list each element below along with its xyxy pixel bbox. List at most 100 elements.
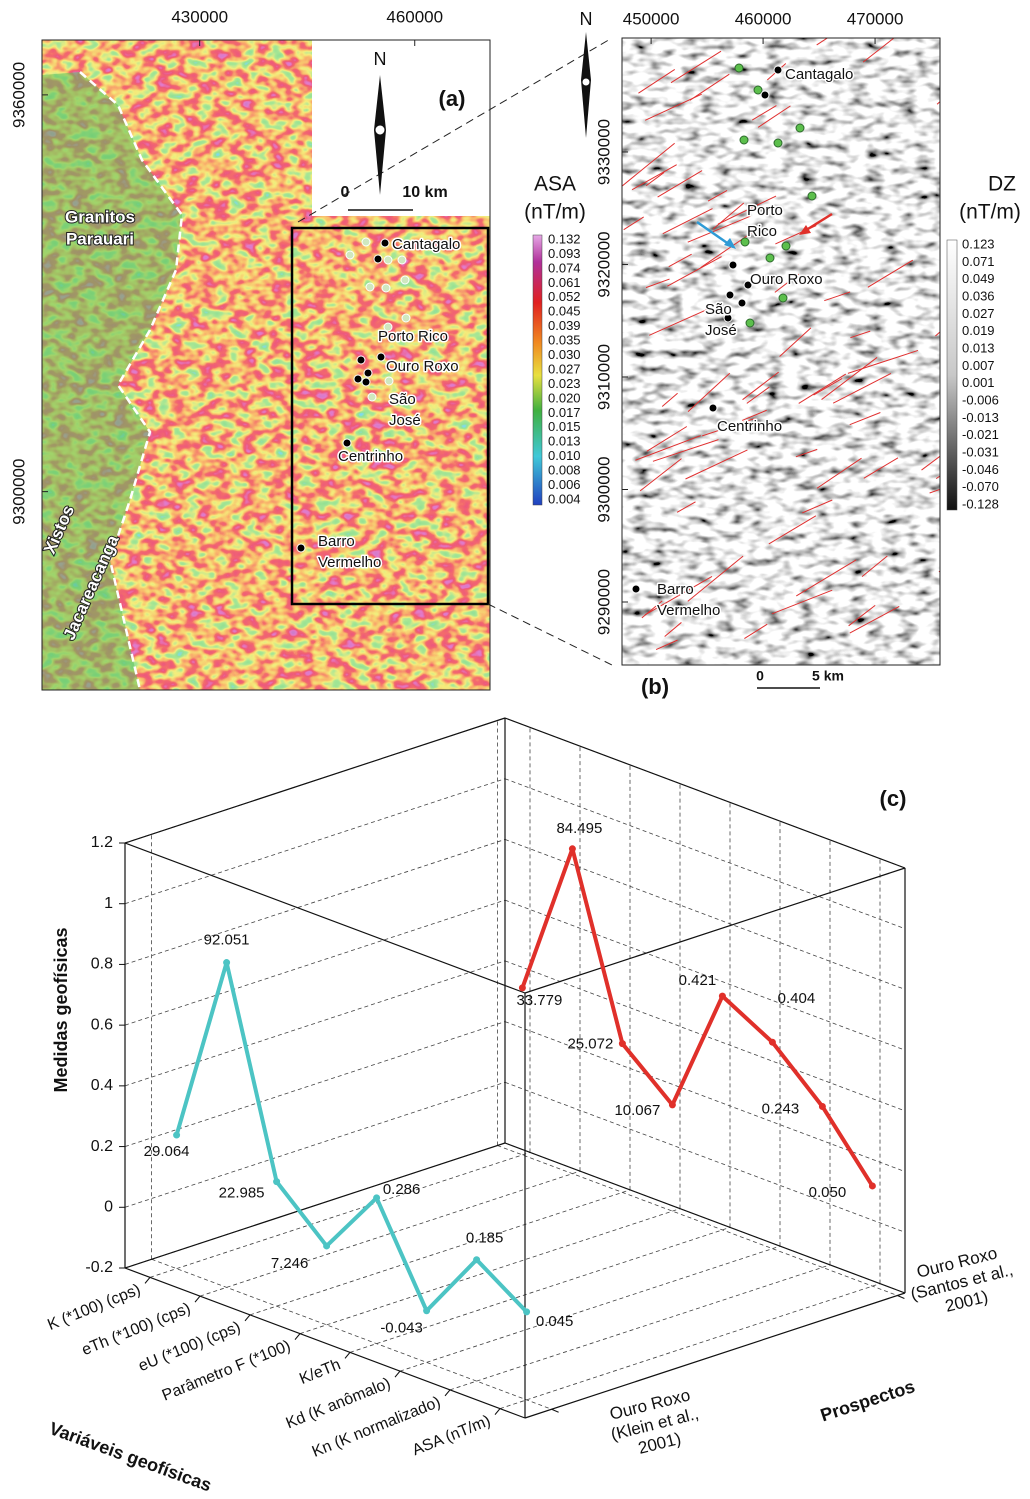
point-annotation: 7.246 xyxy=(271,1255,309,1272)
lineament xyxy=(796,559,857,597)
lineament xyxy=(779,327,812,357)
lineament xyxy=(929,488,940,494)
lineament xyxy=(635,435,701,461)
lineament xyxy=(832,373,892,404)
deposit xyxy=(737,298,747,308)
point xyxy=(273,1178,281,1186)
y-tick-label: 9310000 xyxy=(594,344,613,410)
colorbar-tick-label: 0.049 xyxy=(962,271,995,286)
y-tick-label: 9300000 xyxy=(9,459,28,525)
point xyxy=(718,992,726,1000)
colorbar-tick-label: 0.039 xyxy=(548,318,581,333)
x-tick-label: 430000 xyxy=(171,7,228,26)
prospect xyxy=(345,250,355,260)
grid-line xyxy=(504,899,906,1051)
grid-line xyxy=(149,1151,531,1278)
deposit xyxy=(728,260,738,270)
colorbar-tick-label: -0.046 xyxy=(962,462,999,477)
point xyxy=(373,1194,381,1202)
z-tick-label: 1 xyxy=(104,895,113,912)
lineament xyxy=(707,189,728,202)
deposit xyxy=(296,543,306,553)
lineament xyxy=(649,309,708,336)
site-label: Rico xyxy=(747,223,777,240)
grid-line xyxy=(504,1081,906,1233)
grid-line xyxy=(199,1170,581,1297)
prospect xyxy=(383,255,393,265)
deposit xyxy=(708,403,718,413)
lineament xyxy=(623,216,644,231)
lineament xyxy=(670,50,722,84)
lineament xyxy=(746,386,770,404)
y-axis-title: Prospectos xyxy=(818,1376,917,1425)
colorbar-tick-label: 0.027 xyxy=(548,361,581,376)
x-tick-label: 470000 xyxy=(847,9,904,28)
lineament xyxy=(676,501,696,513)
lineament xyxy=(798,373,847,404)
lineament xyxy=(664,622,682,637)
chart-3d: -0.200.20.40.60.811.2K (*100) (cps)eTh (… xyxy=(45,717,1015,1495)
lineament xyxy=(687,555,744,602)
colorbar-unit: (nT/m) xyxy=(524,201,586,224)
lineament xyxy=(689,73,730,101)
point xyxy=(223,959,231,967)
prospect xyxy=(367,392,377,402)
prospect xyxy=(753,85,763,95)
lineament xyxy=(687,372,731,412)
x-tick xyxy=(294,1333,301,1340)
colorbar-tick-label: 0.017 xyxy=(548,405,581,420)
grid-line xyxy=(504,1021,906,1172)
colorbar-tick-label: -0.021 xyxy=(962,427,999,442)
colorbar-tick-label: 0.019 xyxy=(962,323,995,338)
lineament xyxy=(751,105,777,121)
axis-box xyxy=(504,1142,906,1294)
site-label: Cantagalo xyxy=(785,66,853,83)
lineament xyxy=(768,515,817,545)
axis-box xyxy=(124,842,526,994)
point xyxy=(518,984,526,992)
lineament xyxy=(862,38,895,63)
point-annotation: 0.421 xyxy=(679,972,717,989)
arrow xyxy=(724,238,736,249)
grid-line xyxy=(151,1258,552,1410)
axis-box xyxy=(524,867,906,994)
point xyxy=(423,1307,431,1315)
panel-label: (c) xyxy=(880,786,907,811)
granite-region xyxy=(42,72,182,690)
scale-label: 0 xyxy=(756,668,764,684)
point-annotation: 84.495 xyxy=(556,820,602,837)
site-label: Cantagalo xyxy=(392,236,460,253)
deposit xyxy=(631,584,641,594)
point-annotation: 0.243 xyxy=(762,1100,800,1117)
series-line xyxy=(520,846,875,1188)
lineament xyxy=(774,273,799,293)
colorbar-tick-label: 0.010 xyxy=(548,448,581,463)
x-tick-label: 450000 xyxy=(623,9,680,28)
axis-box xyxy=(124,1142,506,1269)
lineament xyxy=(813,377,843,396)
grid-line xyxy=(499,1283,881,1410)
point-annotation: 0.050 xyxy=(809,1184,847,1201)
colorbar-tick-label: -0.070 xyxy=(962,479,999,494)
map-blank xyxy=(312,40,490,216)
grid-line xyxy=(124,960,506,1087)
deposit xyxy=(723,313,733,323)
colorbar-title: ASA xyxy=(534,173,576,196)
north-arrow xyxy=(581,77,591,87)
lineament xyxy=(848,605,876,627)
lineament xyxy=(861,555,888,577)
lineament xyxy=(668,253,692,268)
grid-line xyxy=(399,1245,781,1372)
site-label: Ouro Roxo xyxy=(386,358,459,375)
axis-box xyxy=(524,1292,906,1419)
y-tick xyxy=(897,1295,905,1299)
x-tick xyxy=(394,1370,401,1378)
inset-box xyxy=(290,226,490,606)
colorbar-tick-label: 0.061 xyxy=(548,275,581,290)
point-annotation: 33.779 xyxy=(516,992,562,1009)
grid-line xyxy=(497,1145,898,1296)
point xyxy=(818,1102,826,1110)
prospect xyxy=(401,313,411,323)
lineament xyxy=(667,256,722,287)
lineament xyxy=(802,499,833,514)
